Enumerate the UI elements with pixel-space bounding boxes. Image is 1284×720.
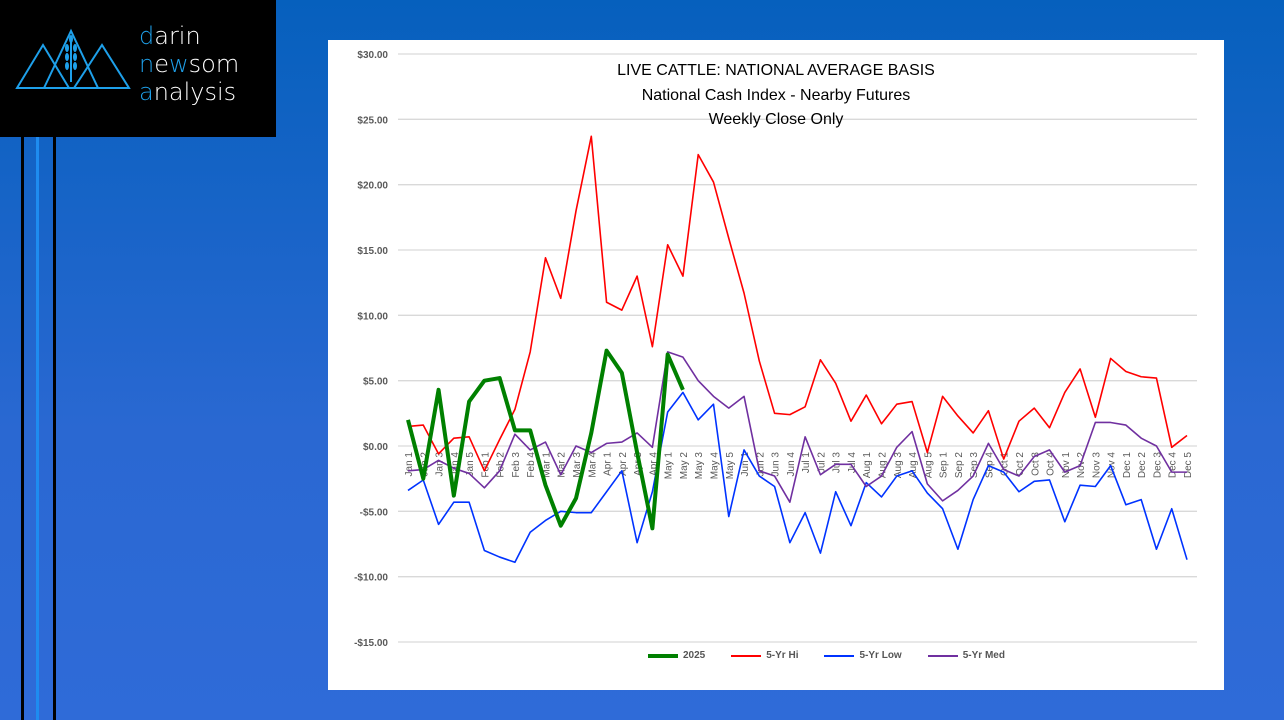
logo-accent: w — [168, 50, 189, 78]
series-line-2025 — [406, 348, 685, 531]
x-tick-label: Jul 4 — [847, 452, 858, 474]
x-tick-label: Aug 3 — [893, 452, 904, 479]
x-tick-label: Jan 4 — [450, 452, 461, 477]
legend-item: 5-Yr Hi — [731, 650, 798, 661]
x-tick-label: Jun 3 — [771, 452, 782, 477]
x-tick-label: Mar 2 — [557, 452, 568, 478]
x-tick-label: Aug 5 — [923, 452, 934, 479]
x-tick-label: Nov 2 — [1076, 452, 1087, 479]
x-tick-label: Dec 5 — [1183, 452, 1194, 479]
x-tick-label: Oct 3 — [1030, 452, 1041, 476]
x-tick-label: Sep 2 — [954, 452, 965, 479]
x-tick-label: Jun 2 — [755, 452, 766, 477]
logo-word: som — [188, 50, 240, 78]
x-tick-label: Jan 5 — [465, 452, 476, 477]
x-tick-label: Nov 1 — [1061, 452, 1072, 479]
legend-item: 2025 — [648, 650, 705, 661]
legend-label: 5-Yr Low — [859, 650, 902, 661]
legend-swatch — [731, 654, 762, 657]
x-tick-label: May 5 — [725, 452, 736, 480]
x-tick-label: Jul 2 — [816, 452, 827, 474]
x-tick-label: Feb 1 — [480, 452, 491, 478]
chart-subtitle-2: Weekly Close Only — [708, 111, 844, 128]
legend-item: 5-Yr Low — [824, 650, 902, 661]
y-tick-label: $5.00 — [363, 377, 388, 388]
series-line-5-yr-low — [407, 391, 1188, 564]
x-tick-label: Dec 3 — [1152, 452, 1163, 479]
x-tick-label: May 3 — [694, 452, 705, 480]
chart-title: LIVE CATTLE: NATIONAL AVERAGE BASIS — [617, 62, 935, 79]
chart-subtitle: National Cash Index - Nearby Futures — [641, 87, 911, 104]
logo-word: arin — [154, 22, 201, 50]
brand-logo: darin newsom analysis — [0, 0, 276, 137]
decorative-line — [21, 137, 24, 720]
legend-label: 2025 — [683, 650, 706, 661]
x-tick-label: May 2 — [679, 452, 690, 480]
x-tick-label: Oct 1 — [1000, 452, 1011, 476]
x-tick-label: Sep 3 — [969, 452, 980, 479]
y-tick-label: $10.00 — [357, 311, 388, 322]
x-tick-label: Jul 3 — [832, 452, 843, 474]
x-tick-label: Jun 1 — [740, 452, 751, 477]
x-tick-label: Jan 1 — [404, 452, 415, 477]
x-tick-label: Dec 2 — [1137, 452, 1148, 479]
x-tick-label: Aug 4 — [908, 452, 919, 479]
x-tick-label: Nov 4 — [1107, 452, 1118, 479]
x-tick-label: Feb 3 — [511, 452, 522, 478]
x-tick-label: Oct 2 — [1015, 452, 1026, 476]
x-tick-label: Aug 1 — [862, 452, 873, 479]
x-tick-label: Nov 3 — [1091, 452, 1102, 479]
legend-label: 5-Yr Med — [962, 650, 1005, 661]
x-tick-label: Jul 1 — [801, 452, 812, 474]
legend: 2025 5-Yr Hi 5-Yr Low 5-Yr Med — [648, 650, 1005, 661]
logo-accent: n — [139, 50, 155, 78]
x-tick-label: Mar 1 — [541, 452, 552, 478]
x-tick-label: Mar 3 — [572, 452, 583, 478]
y-tick-label: -$5.00 — [360, 507, 389, 518]
x-tick-label: Apr 1 — [603, 452, 614, 476]
series-line-5-yr-med — [407, 351, 1187, 503]
logo-word: e — [154, 50, 169, 78]
x-tick-label: Sep 1 — [939, 452, 950, 479]
y-tick-label: -$15.00 — [354, 638, 388, 649]
logo-accent: a — [139, 78, 154, 106]
x-tick-label: Aug 2 — [878, 452, 889, 479]
decorative-line — [53, 137, 56, 720]
logo-accent: d — [139, 22, 155, 50]
line-chart: -$15.00 -$10.00 -$5.00 $0.00 $5.00 $10.00 $15.… — [354, 50, 1197, 649]
decorative-line — [36, 137, 39, 720]
x-tick-label: Apr 4 — [648, 452, 659, 476]
y-tick-label: $20.00 — [357, 181, 388, 192]
logo-text: darin newsom analysis — [139, 22, 239, 106]
y-tick-label: -$10.00 — [354, 573, 388, 584]
x-tick-label: May 4 — [709, 452, 720, 480]
x-tick-label: Dec 4 — [1168, 452, 1179, 479]
mountain-wheat-logo-icon — [15, 28, 131, 89]
legend-label: 5-Yr Hi — [766, 650, 799, 661]
series-line-5-yr-hi — [407, 135, 1188, 472]
x-tick-label: Mar 4 — [587, 452, 598, 478]
legend-swatch — [927, 654, 958, 657]
logo-word: nalysis — [153, 78, 237, 106]
y-tick-label: $0.00 — [363, 442, 388, 453]
x-tick-label: Jun 4 — [786, 452, 797, 477]
legend-swatch — [648, 653, 678, 658]
x-tick-label: Apr 2 — [618, 452, 629, 476]
x-tick-label: Sep 4 — [984, 452, 995, 479]
x-tick-label: Jan 3 — [435, 452, 446, 477]
x-tick-label: Dec 1 — [1122, 452, 1133, 479]
x-tick-label: May 1 — [664, 452, 675, 480]
x-tick-label: Feb 4 — [526, 452, 537, 478]
x-tick-label: Feb 2 — [496, 452, 507, 478]
x-tick-label: Oct 4 — [1046, 452, 1057, 476]
y-tick-label: $30.00 — [357, 50, 388, 61]
y-tick-label: $15.00 — [357, 246, 388, 257]
legend-swatch — [824, 654, 855, 657]
y-tick-label: $25.00 — [357, 115, 388, 126]
legend-item: 5-Yr Med — [927, 650, 1005, 661]
chart-panel: -$15.00 -$10.00 -$5.00 $0.00 $5.00 $10.00 $15.… — [328, 40, 1224, 690]
